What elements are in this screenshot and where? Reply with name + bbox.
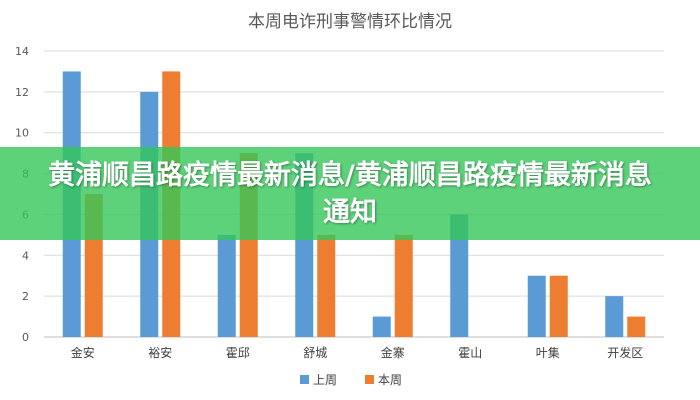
x-category-label: 舒城 [303, 346, 327, 360]
legend-swatch [300, 375, 309, 384]
x-category-label: 金寨 [381, 345, 405, 360]
y-tick-label: 4 [22, 249, 29, 262]
x-category-label: 开发区 [607, 345, 643, 360]
overlay-banner: 黄浦顺昌路疫情最新消息/黄浦顺昌路疫情最新消息通知 [0, 147, 700, 240]
bar-上周-开发区 [605, 296, 624, 337]
bar-本周-叶集 [549, 275, 568, 337]
x-axis-labels: 金安 裕安 霍邱 舒城 金寨 霍山 叶集 开发区 [71, 345, 644, 360]
bar-本周-舒城 [317, 234, 336, 337]
x-category-label: 霍邱 [226, 346, 250, 360]
legend-label: 上周 [313, 373, 337, 387]
chart-title: 本周电诈刑事警情环比情况 [248, 12, 452, 32]
bar-上周-金寨 [372, 316, 391, 337]
y-tick-label: 14 [15, 45, 29, 58]
x-category-label: 裕安 [148, 345, 172, 360]
y-tick-label: 10 [15, 127, 29, 140]
bar-上周-叶集 [527, 275, 546, 337]
bar-本周-开发区 [627, 316, 646, 337]
legend-swatch [365, 375, 374, 384]
legend: 上周 本周 [300, 373, 402, 387]
y-tick-label: 0 [22, 331, 29, 344]
x-category-label: 金安 [71, 345, 95, 360]
x-category-label: 霍山 [458, 346, 482, 360]
bar-上周-霍山 [450, 214, 469, 337]
bar-本周-金寨 [394, 234, 413, 337]
bar-上周-霍邱 [217, 234, 236, 337]
legend-label: 本周 [378, 373, 402, 387]
banner-text: 黄浦顺昌路疫情最新消息/黄浦顺昌路疫情最新消息通知 [48, 159, 652, 228]
y-tick-label: 2 [22, 290, 29, 303]
y-tick-label: 12 [15, 86, 29, 99]
x-category-label: 叶集 [536, 345, 560, 360]
